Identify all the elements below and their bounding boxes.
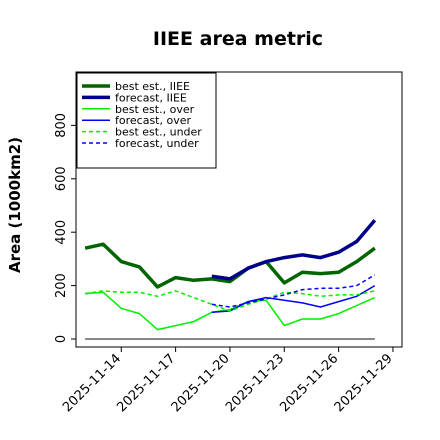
y-axis-label: Area (1000km2) bbox=[6, 137, 24, 273]
legend-label-forecast-over: forecast, over bbox=[115, 114, 191, 127]
y-tick-label: 600 bbox=[54, 166, 69, 191]
y-axis: 0 200 400 600 800 bbox=[54, 113, 76, 343]
y-tick-label: 0 bbox=[54, 335, 69, 343]
legend-label-best-est-iiee: best est., IIEE bbox=[115, 80, 190, 93]
plot-frame bbox=[75, 71, 403, 348]
legend-label-forecast-under: forecast, under bbox=[115, 137, 199, 150]
series-line-best-est-under bbox=[84, 290, 375, 312]
series-line-best-est-iiee bbox=[84, 242, 376, 289]
legend-label-forecast-iiee: forecast, IIEE bbox=[115, 91, 187, 104]
series-line-forecast-over bbox=[211, 284, 376, 314]
x-axis: 2025-11-142025-11-172025-11-202025-11-23… bbox=[60, 347, 396, 415]
y-tick-label: 200 bbox=[54, 273, 69, 298]
y-tick-label: 400 bbox=[54, 220, 69, 245]
series-line-best-est-over bbox=[85, 291, 376, 331]
chart-title: IIEE area metric bbox=[153, 28, 323, 50]
series-line-forecast-iiee bbox=[211, 219, 377, 281]
legend-label-best-est-under: best est., under bbox=[115, 126, 202, 139]
y-tick-label: 800 bbox=[54, 113, 69, 138]
series-layer bbox=[84, 219, 377, 340]
legend-label-best-est-over: best est., over bbox=[115, 103, 195, 116]
x-tick-label: 2025-11-29 bbox=[332, 351, 396, 415]
